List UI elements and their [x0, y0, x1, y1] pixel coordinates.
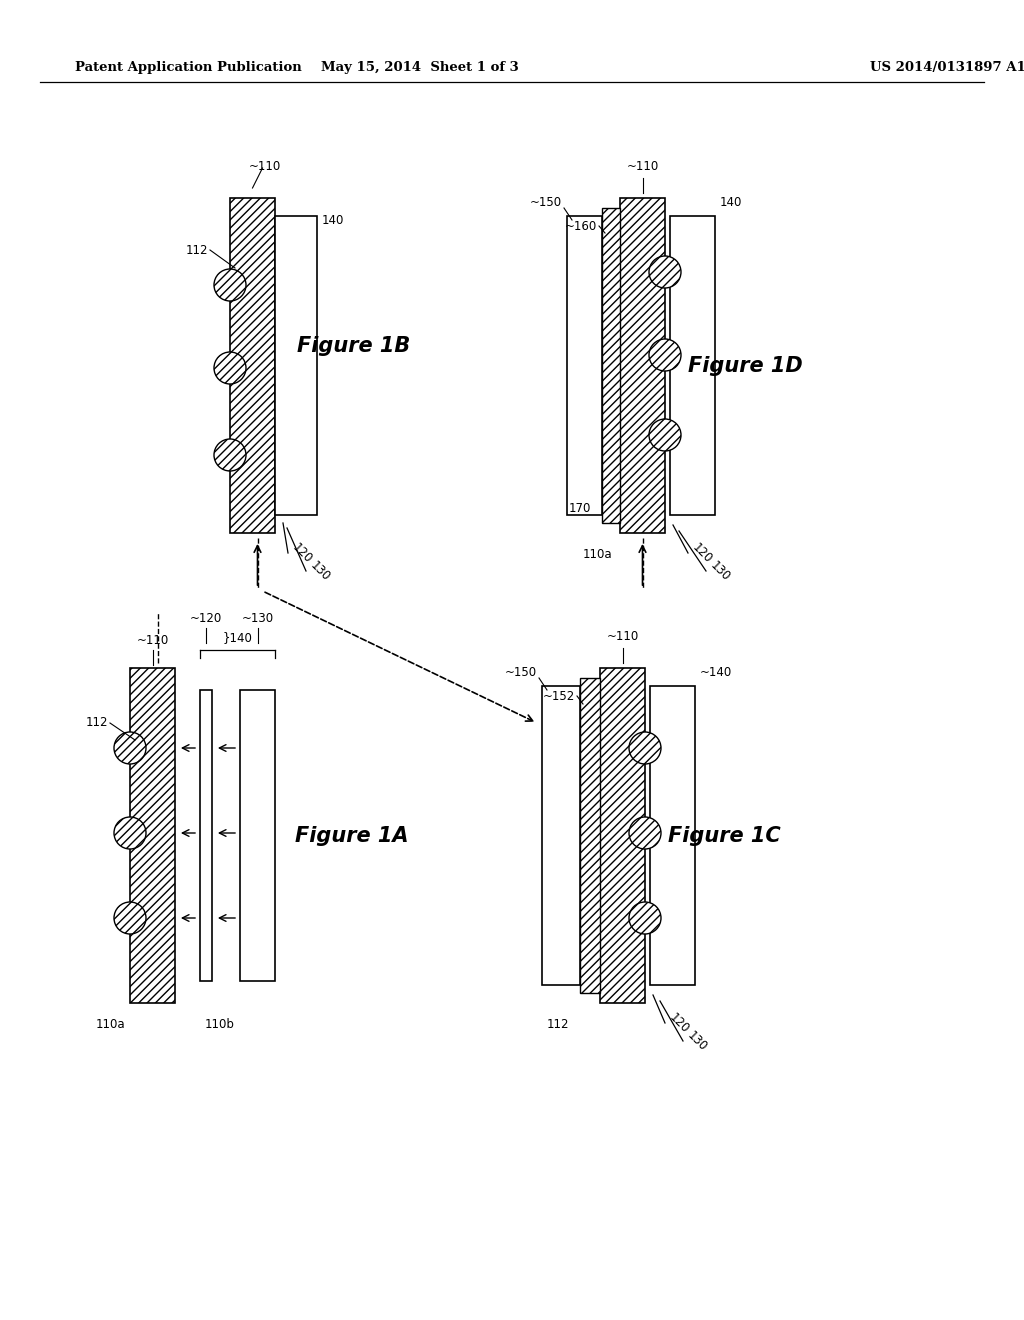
Text: Figure 1C: Figure 1C	[668, 825, 780, 846]
Text: 130: 130	[708, 558, 733, 583]
Bar	[602, 209, 620, 523]
Bar	[275, 216, 317, 515]
Text: ~160: ~160	[565, 219, 597, 232]
Bar	[650, 686, 695, 985]
Bar	[542, 686, 580, 985]
Text: ~110: ~110	[136, 634, 169, 647]
Text: ~120: ~120	[189, 611, 222, 624]
Circle shape	[629, 817, 662, 849]
Circle shape	[649, 256, 681, 288]
Circle shape	[214, 352, 246, 384]
Circle shape	[114, 733, 146, 764]
Text: 112: 112	[85, 717, 108, 730]
Bar	[230, 198, 275, 533]
Text: Figure 1D: Figure 1D	[688, 355, 803, 375]
Text: 140: 140	[720, 197, 742, 210]
Bar	[600, 668, 645, 1003]
Text: ~130: ~130	[242, 611, 273, 624]
Bar	[130, 668, 175, 1003]
Circle shape	[649, 418, 681, 451]
Text: 130: 130	[685, 1028, 710, 1053]
Text: Figure 1B: Figure 1B	[297, 335, 411, 355]
Text: 110a: 110a	[583, 549, 612, 561]
Text: Figure 1A: Figure 1A	[295, 825, 409, 846]
Text: 112: 112	[185, 243, 208, 256]
Bar	[567, 216, 602, 515]
Text: Patent Application Publication: Patent Application Publication	[75, 62, 302, 74]
Text: 140: 140	[322, 214, 344, 227]
Text: ~140: ~140	[700, 667, 732, 680]
Bar	[670, 216, 715, 515]
Bar	[200, 690, 212, 981]
Circle shape	[629, 733, 662, 764]
Text: ~152: ~152	[543, 689, 575, 702]
Circle shape	[114, 902, 146, 935]
Bar	[580, 678, 600, 993]
Text: 120: 120	[690, 540, 715, 565]
Text: May 15, 2014  Sheet 1 of 3: May 15, 2014 Sheet 1 of 3	[322, 62, 519, 74]
Circle shape	[214, 440, 246, 471]
Bar	[240, 690, 275, 981]
Text: }140: }140	[222, 631, 253, 644]
Text: 130: 130	[308, 558, 333, 583]
Text: 110b: 110b	[205, 1019, 234, 1031]
Circle shape	[114, 817, 146, 849]
Text: 170: 170	[569, 502, 592, 515]
Text: ~110: ~110	[606, 630, 639, 643]
Text: 120: 120	[290, 540, 315, 565]
Text: ~110: ~110	[249, 160, 281, 173]
Text: ~150: ~150	[529, 197, 562, 210]
Text: 110a: 110a	[95, 1019, 125, 1031]
Text: ~110: ~110	[627, 160, 658, 173]
Text: 120: 120	[667, 1011, 692, 1035]
Text: 112: 112	[547, 1019, 569, 1031]
Text: ~150: ~150	[505, 667, 537, 680]
Bar	[620, 198, 665, 533]
Circle shape	[649, 339, 681, 371]
Circle shape	[214, 269, 246, 301]
Text: US 2014/0131897 A1: US 2014/0131897 A1	[870, 62, 1024, 74]
Circle shape	[629, 902, 662, 935]
